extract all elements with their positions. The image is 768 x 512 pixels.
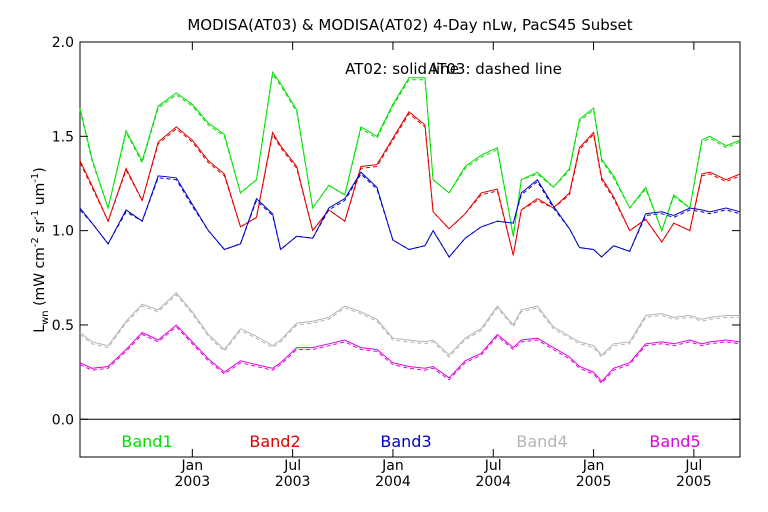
y-label-main: L <box>32 325 48 333</box>
y-label-exp1: -2 <box>30 237 41 247</box>
x-axis-ticks: Jan2003Jul2003Jan2004Jul2004Jan2005Jul20… <box>175 42 712 490</box>
x-tick-label-month: Jul <box>684 458 702 474</box>
x-tick-label-year: 2005 <box>676 474 712 490</box>
y-label-sub: wn <box>40 310 51 325</box>
x-tick-label-month: Jan <box>181 458 204 474</box>
x-tick-label-year: 2004 <box>375 474 411 490</box>
x-tick-label-year: 2003 <box>175 474 211 490</box>
x-tick-label-year: 2005 <box>576 474 612 490</box>
series-line-band5-dashed <box>79 326 741 385</box>
series-line-band3-dashed <box>79 173 741 258</box>
y-tick-label: 1.5 <box>52 129 74 145</box>
y-label-mid: sr <box>32 219 48 237</box>
series-line-band4-dashed <box>79 294 740 358</box>
plot-area <box>79 41 741 458</box>
y-axis-label: Lwn (mW cm-2 sr-1 um-1) <box>30 167 51 332</box>
series-lines <box>79 70 741 385</box>
annotation-solid: AT02: solid line <box>345 60 459 78</box>
x-tick-label-month: Jan <box>582 458 605 474</box>
series-line-band2-solid <box>79 111 741 256</box>
annotation-solid-text: AT02: solid line <box>345 60 459 78</box>
y-label-mid2: um <box>32 183 48 210</box>
y-axis-ticks: 0.0 0.5 1.0 1.5 2.0 <box>52 35 740 428</box>
series-line-band1-dashed <box>79 72 741 237</box>
annotation-dashed: AT03: dashed line <box>428 60 562 78</box>
y-label-rest: (mW cm <box>32 247 48 310</box>
legend-entry-band4: Band4 <box>516 432 567 451</box>
y-tick-label: 1.0 <box>52 224 74 240</box>
x-tick-label-month: Jul <box>484 458 502 474</box>
series-line-band5-solid <box>79 324 741 383</box>
y-tick-label: 0.0 <box>52 412 74 428</box>
x-tick-label-month: Jul <box>283 458 301 474</box>
chart-title: MODISA(AT03) & MODISA(AT02) 4-Day nLw, P… <box>187 16 632 34</box>
legend-entry-band5: Band5 <box>649 432 700 451</box>
legend-entry-band2: Band2 <box>249 432 300 451</box>
series-line-band3-solid <box>79 171 741 258</box>
y-label-end: ) <box>32 167 48 172</box>
annotation-dashed-text: AT03: dashed line <box>428 60 562 78</box>
legend: Band1 Band2 Band3 Band4 Band5 <box>121 432 700 451</box>
series-line-band1-solid <box>79 70 741 237</box>
x-tick-label-year: 2003 <box>275 474 311 490</box>
x-tick-label-year: 2004 <box>475 474 511 490</box>
series-line-band4-solid <box>79 292 740 356</box>
legend-entry-band3: Band3 <box>380 432 431 451</box>
legend-entry-band1: Band1 <box>121 432 172 451</box>
x-tick-label-month: Jan <box>381 458 404 474</box>
y-label-exp3: -1 <box>30 173 41 183</box>
plot-border <box>79 41 741 458</box>
y-label-exp2: -1 <box>30 210 41 220</box>
y-tick-label: 2.0 <box>52 35 74 51</box>
y-tick-label: 0.5 <box>52 318 74 334</box>
